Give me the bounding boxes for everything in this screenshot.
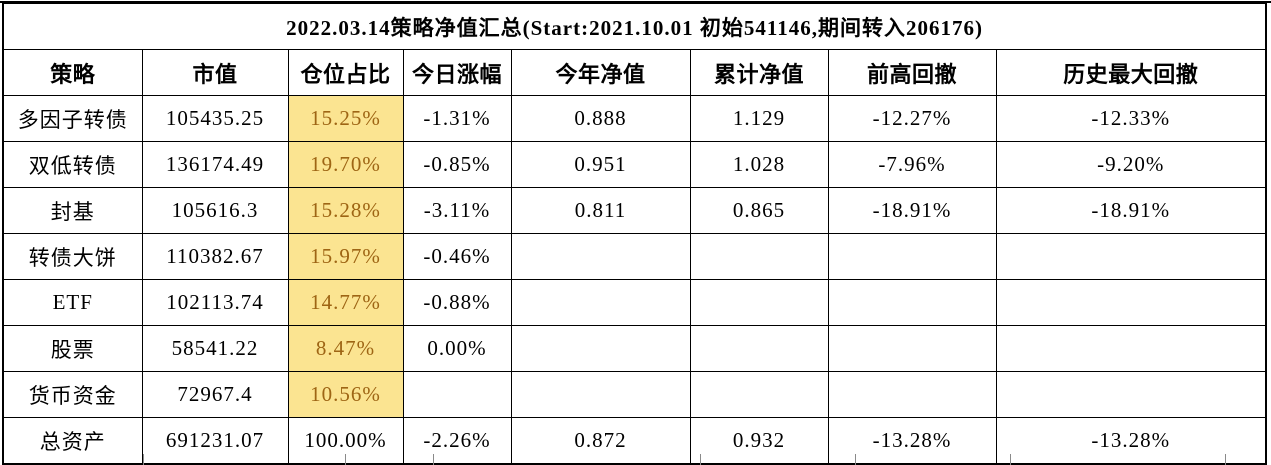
cell-drawdown-from-high (827, 279, 997, 326)
col-header-max-drawdown: 历史最大回撤 (995, 49, 1267, 96)
gridline-stub (1225, 454, 1226, 465)
gridline-stub (143, 454, 144, 465)
cell-ytd-nav (510, 233, 691, 280)
cell-strategy: 股票 (2, 325, 143, 372)
cell-today-change: -0.88% (402, 279, 512, 326)
cell-strategy: 总资产 (2, 417, 143, 465)
cell-ytd-nav: 0.888 (510, 95, 691, 142)
cell-ytd-nav: 0.811 (510, 187, 691, 234)
table-row: 双低转债 136174.49 19.70% -0.85% 0.951 1.028… (2, 141, 1267, 188)
gridline-stub (1010, 454, 1011, 465)
cell-cumulative-nav (689, 279, 829, 326)
cell-today-change (402, 371, 512, 418)
cell-max-drawdown: -18.91% (995, 187, 1267, 234)
table-title: 2022.03.14策略净值汇总(Start:2021.10.01 初始5411… (2, 2, 1267, 50)
cell-strategy: ETF (2, 279, 143, 326)
cell-market-value: 136174.49 (141, 141, 289, 188)
cell-market-value: 105616.3 (141, 187, 289, 234)
table-row: 封基 105616.3 15.28% -3.11% 0.811 0.865 -1… (2, 187, 1267, 234)
cell-cumulative-nav: 0.932 (689, 417, 829, 465)
cell-today-change: 0.00% (402, 325, 512, 372)
cell-max-drawdown (995, 233, 1267, 280)
cell-strategy: 双低转债 (2, 141, 143, 188)
table-row: 多因子转债 105435.25 15.25% -1.31% 0.888 1.12… (2, 95, 1267, 142)
cell-market-value: 105435.25 (141, 95, 289, 142)
cell-position-pct: 19.70% (287, 141, 404, 188)
table-row: 股票 58541.22 8.47% 0.00% (2, 325, 1267, 372)
col-header-position-pct: 仓位占比 (287, 49, 404, 96)
cell-drawdown-from-high (827, 371, 997, 418)
cell-ytd-nav: 0.951 (510, 141, 691, 188)
cell-cumulative-nav: 0.865 (689, 187, 829, 234)
cell-ytd-nav (510, 279, 691, 326)
col-header-drawdown-from-high: 前高回撤 (827, 49, 997, 96)
cell-position-pct: 8.47% (287, 325, 404, 372)
gridline-stub (855, 454, 856, 465)
cell-strategy: 货币资金 (2, 371, 143, 418)
header-row: 策略 市值 仓位占比 今日涨幅 今年净值 累计净值 前高回撤 历史最大回撤 (2, 49, 1267, 96)
cell-today-change: -2.26% (402, 417, 512, 465)
table-row-total: 总资产 691231.07 100.00% -2.26% 0.872 0.932… (2, 417, 1267, 465)
cell-today-change: -1.31% (402, 95, 512, 142)
table-row: 转债大饼 110382.67 15.97% -0.46% (2, 233, 1267, 280)
cell-position-pct: 10.56% (287, 371, 404, 418)
cell-max-drawdown (995, 279, 1267, 326)
cell-market-value: 102113.74 (141, 279, 289, 326)
cell-drawdown-from-high (827, 233, 997, 280)
cell-strategy: 转债大饼 (2, 233, 143, 280)
cell-market-value: 691231.07 (141, 417, 289, 465)
cell-max-drawdown (995, 325, 1267, 372)
cell-cumulative-nav (689, 233, 829, 280)
cell-position-pct: 15.25% (287, 95, 404, 142)
cell-ytd-nav (510, 371, 691, 418)
col-header-today-change: 今日涨幅 (402, 49, 512, 96)
cell-max-drawdown: -13.28% (995, 417, 1267, 465)
cell-position-pct: 100.00% (287, 417, 404, 465)
cell-cumulative-nav (689, 325, 829, 372)
cell-position-pct: 15.97% (287, 233, 404, 280)
cell-ytd-nav: 0.872 (510, 417, 691, 465)
cell-today-change: -3.11% (402, 187, 512, 234)
cell-strategy: 封基 (2, 187, 143, 234)
col-header-cumulative-nav: 累计净值 (689, 49, 829, 96)
cell-drawdown-from-high (827, 325, 997, 372)
gridline-stub (433, 454, 434, 465)
cell-market-value: 72967.4 (141, 371, 289, 418)
cell-drawdown-from-high: -7.96% (827, 141, 997, 188)
cell-market-value: 110382.67 (141, 233, 289, 280)
cell-today-change: -0.46% (402, 233, 512, 280)
cell-market-value: 58541.22 (141, 325, 289, 372)
col-header-market-value: 市值 (141, 49, 289, 96)
cell-today-change: -0.85% (402, 141, 512, 188)
cell-drawdown-from-high: -12.27% (827, 95, 997, 142)
cell-max-drawdown: -12.33% (995, 95, 1267, 142)
gridline-stub (700, 454, 701, 465)
col-header-ytd-nav: 今年净值 (510, 49, 691, 96)
cell-position-pct: 14.77% (287, 279, 404, 326)
cell-strategy: 多因子转债 (2, 95, 143, 142)
table-row: 货币资金 72967.4 10.56% (2, 371, 1267, 418)
title-row: 2022.03.14策略净值汇总(Start:2021.10.01 初始5411… (2, 2, 1267, 50)
cell-drawdown-from-high: -18.91% (827, 187, 997, 234)
table-row: ETF 102113.74 14.77% -0.88% (2, 279, 1267, 326)
cell-position-pct: 15.28% (287, 187, 404, 234)
cell-cumulative-nav: 1.028 (689, 141, 829, 188)
col-header-strategy: 策略 (2, 49, 143, 96)
gridline-stub (345, 454, 346, 465)
cell-cumulative-nav (689, 371, 829, 418)
cell-ytd-nav (510, 325, 691, 372)
cell-max-drawdown: -9.20% (995, 141, 1267, 188)
cell-cumulative-nav: 1.129 (689, 95, 829, 142)
cell-max-drawdown (995, 371, 1267, 418)
cell-drawdown-from-high: -13.28% (827, 417, 997, 465)
